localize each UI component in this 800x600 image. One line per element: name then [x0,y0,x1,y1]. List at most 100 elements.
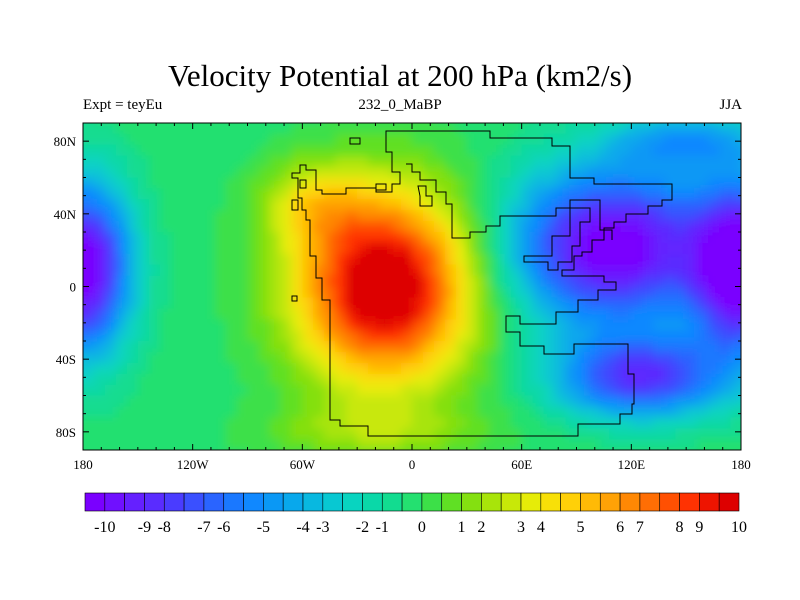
field-cell [236,177,249,189]
field-cell [170,155,183,168]
field-cell [444,384,457,397]
field-cell [565,177,578,189]
field-cell [477,264,490,277]
field-cell [422,428,435,440]
field-cell [576,406,589,418]
field-cell [83,242,84,255]
field-cell [741,188,753,200]
field-cell [170,199,183,211]
field-cell [444,155,457,168]
field-cell [115,264,128,277]
field-cell [192,253,205,266]
field-cell [697,362,709,375]
field-cell [401,275,413,288]
field-cell [719,373,731,386]
field-cell [401,297,413,309]
colorbar-label: 7 [636,519,644,536]
field-cell [258,123,271,135]
field-cell [686,253,698,266]
field-cell [444,439,457,450]
field-cell [137,362,150,375]
field-cell [412,439,424,450]
field-cell [346,144,358,157]
field-cell [543,319,556,331]
field-cell [719,297,731,309]
field-cell [543,286,556,298]
field-cell [455,428,468,440]
field-cell [302,221,314,233]
field-cell [730,123,741,124]
field-cell [708,253,720,266]
field-cell [379,144,391,157]
field-cell [532,373,545,386]
field-cell [730,341,741,353]
field-cell [280,253,292,266]
field-cell [401,177,413,189]
field-cell [412,232,424,244]
field-cell [653,221,665,233]
colorbar-box [718,492,740,512]
field-cell [379,406,391,418]
field-cell [499,177,512,189]
field-cell [598,373,610,386]
field-cell [455,242,468,255]
field-cell [247,210,260,222]
field-cell [335,166,347,179]
field-cell [741,112,753,124]
field-cell [686,341,698,353]
field-cell [346,308,358,320]
field-cell [390,123,402,124]
field-cell [675,155,687,168]
field-cell [697,264,709,277]
field-cell [598,428,610,440]
field-cell [598,308,610,320]
field-cell [159,188,172,200]
field-cell [192,221,205,233]
field-cell [192,133,205,146]
field-cell [477,406,490,418]
field-cell [401,362,413,375]
field-cell [554,439,567,450]
field-cell [510,188,523,200]
colorbar-label: 2 [477,519,485,536]
colorbar-box [243,492,264,512]
field-cell [466,319,479,331]
field-cell [214,384,227,397]
field-cell [708,199,720,211]
field-cell [247,253,260,266]
field-cell [104,286,117,298]
field-cell [148,242,161,255]
field-cell [390,221,402,233]
field-cell [422,286,435,298]
field-cell [477,417,490,429]
field-cell [346,133,358,146]
field-cell [258,133,271,146]
field-cell [368,210,380,222]
field-cell [412,395,424,407]
field-cell [115,308,128,320]
field-cell [642,395,654,407]
field-cell [280,144,292,157]
field-cell [741,319,753,331]
field-cell [302,373,314,386]
field-cell [401,133,413,146]
field-cell [576,210,589,222]
field-cell [379,362,391,375]
field-cell [631,417,643,429]
field-cell [532,133,545,146]
field-cell [477,286,490,298]
field-cell [653,319,665,331]
field-cell [412,155,424,168]
field-cell [697,450,709,462]
field-cell [83,439,84,450]
field-cell [444,395,457,407]
field-cell [664,286,676,298]
field-cell [302,417,314,429]
field-cell [555,450,567,462]
field-cell [455,133,468,146]
field-cell [477,123,490,124]
field-cell [510,253,523,266]
field-cell [587,221,600,233]
field-cell [357,123,369,124]
field-cell [577,450,589,462]
